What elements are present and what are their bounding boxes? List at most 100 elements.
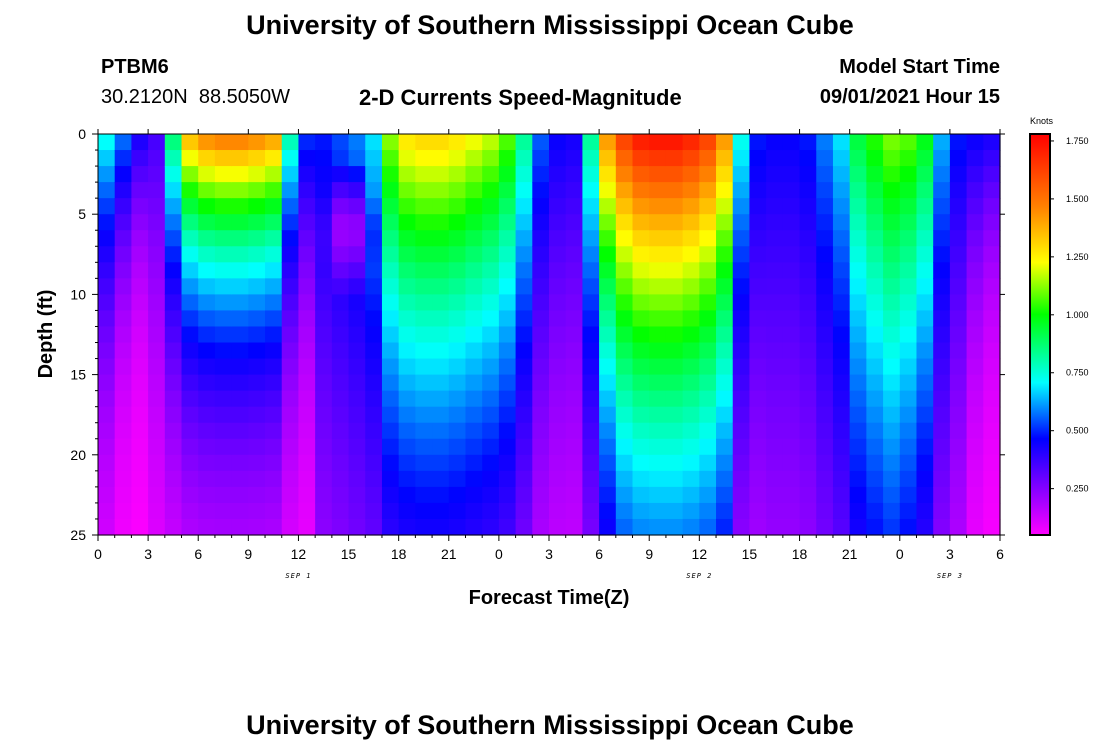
heatmap-cell <box>749 214 767 231</box>
heatmap-cell <box>866 310 884 328</box>
heatmap-cell <box>632 422 650 440</box>
colorbar-tick-label: 0.250 <box>1066 484 1089 494</box>
x-tick-label: 6 <box>194 546 202 562</box>
heatmap-cell <box>114 358 132 376</box>
heatmap-cell <box>98 518 116 536</box>
heatmap-cell <box>281 374 300 392</box>
heatmap-cell <box>582 150 600 167</box>
heatmap-cell <box>398 422 416 440</box>
heatmap-cell <box>298 278 316 295</box>
heatmap-cell <box>98 454 116 472</box>
heatmap-cell <box>398 326 416 344</box>
heatmap-cell <box>281 230 300 247</box>
heatmap-cell <box>198 278 216 295</box>
heatmap-cell <box>966 230 984 247</box>
heatmap-cell <box>465 406 483 424</box>
heatmap-cell <box>732 278 751 295</box>
heatmap-cell <box>699 454 717 472</box>
heatmap-cell <box>231 470 249 488</box>
heatmap-cell <box>498 214 517 231</box>
y-tick-label: 5 <box>78 206 86 222</box>
heatmap-cell <box>832 518 851 536</box>
heatmap-cell <box>883 390 901 408</box>
heatmap-cell <box>381 294 400 312</box>
heatmap-cell <box>265 422 283 440</box>
heatmap-cell <box>899 150 918 167</box>
heatmap-cell <box>231 390 249 408</box>
heatmap-cell <box>599 310 617 328</box>
heatmap-cell <box>649 406 667 424</box>
heatmap-cell <box>214 518 233 536</box>
heatmap-cell <box>983 502 1001 520</box>
heatmap-cell <box>615 406 634 424</box>
heatmap-cell <box>716 310 734 328</box>
heatmap-cell <box>248 454 266 472</box>
heatmap-cell <box>131 374 149 392</box>
heatmap-cell <box>883 134 901 151</box>
heatmap-cell <box>832 438 851 456</box>
heatmap-cell <box>498 182 517 199</box>
heatmap-cell <box>198 326 216 344</box>
heatmap-cell <box>933 422 951 440</box>
heatmap-cell <box>782 182 801 199</box>
heatmap-cell <box>465 358 483 376</box>
heatmap-cell <box>398 166 416 183</box>
heatmap-cell <box>298 374 316 392</box>
heatmap-cell <box>599 294 617 312</box>
heatmap-cell <box>966 182 984 199</box>
heatmap-cell <box>832 294 851 312</box>
heatmap-cell <box>498 342 517 360</box>
heatmap-cell <box>916 390 934 408</box>
heatmap-cell <box>883 342 901 360</box>
heatmap-cell <box>766 262 784 279</box>
heatmap-cell <box>632 278 650 295</box>
heatmap-cell <box>298 310 316 328</box>
heatmap-cell <box>933 374 951 392</box>
heatmap-cell <box>131 502 149 520</box>
heatmap-cell <box>181 438 199 456</box>
heatmap-cell <box>331 422 350 440</box>
heatmap-cell <box>649 310 667 328</box>
heatmap-cell <box>331 358 350 376</box>
heatmap-cell <box>164 406 183 424</box>
heatmap-cell <box>465 294 483 312</box>
chart-subtitle: 2-D Currents Speed-Magnitude <box>359 85 682 110</box>
heatmap-cell <box>131 134 149 151</box>
heatmap-cell <box>214 262 233 279</box>
heatmap-cell <box>214 182 233 199</box>
heatmap-cell <box>732 326 751 344</box>
heatmap-cell <box>899 422 918 440</box>
heatmap-cell <box>682 294 700 312</box>
x-tick-label: 9 <box>645 546 653 562</box>
heatmap-cell <box>381 406 400 424</box>
heatmap-cell <box>214 310 233 328</box>
heatmap-cell <box>615 198 634 215</box>
heatmap-cell <box>214 502 233 520</box>
heatmap-cell <box>515 502 533 520</box>
heatmap-cell <box>933 166 951 183</box>
heatmap-cell <box>565 150 583 167</box>
heatmap-cell <box>231 230 249 247</box>
heatmap-cell <box>615 230 634 247</box>
heatmap-cell <box>966 486 984 504</box>
heatmap-cell <box>281 342 300 360</box>
heatmap-cell <box>214 342 233 360</box>
heatmap-cell <box>565 390 583 408</box>
heatmap-cell <box>649 438 667 456</box>
heatmap-cell <box>331 438 350 456</box>
heatmap-cell <box>498 358 517 376</box>
heatmap-cell <box>799 390 817 408</box>
heatmap-cell <box>398 438 416 456</box>
heatmap-cell <box>933 486 951 504</box>
heatmap-cell <box>632 486 650 504</box>
heatmap-cell <box>214 486 233 504</box>
heatmap-cell <box>164 518 183 536</box>
heatmap-cell <box>265 294 283 312</box>
heatmap-cell <box>398 390 416 408</box>
heatmap-cell <box>181 198 199 215</box>
y-tick-label: 15 <box>70 367 86 383</box>
heatmap-cell <box>265 518 283 536</box>
station-id: PTBM6 <box>101 56 169 78</box>
heatmap-cell <box>749 230 767 247</box>
heatmap-cell <box>98 502 116 520</box>
